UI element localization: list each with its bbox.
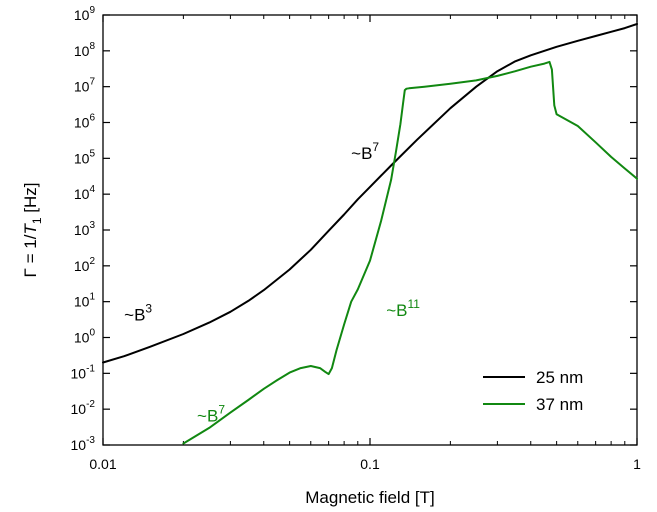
y-tick-exponent: -3 (86, 435, 95, 446)
power-law-annotation: ~B3 (124, 301, 152, 324)
y-tick-label: 104 (74, 184, 96, 202)
y-tick-exponent: 7 (89, 77, 95, 88)
annotation-exponent: 11 (407, 297, 420, 311)
y-tick-base: 10 (74, 115, 90, 131)
annotation-base: ~B (386, 301, 407, 320)
annotation-layer: ~B3~B7~B11~B7 (124, 140, 420, 425)
y-tick-base: 10 (74, 43, 90, 59)
legend-label-37nm: 37 nm (536, 395, 583, 414)
y-tick-exponent: 4 (89, 184, 95, 195)
series-layer (102, 23, 638, 445)
y-tick-exponent: 9 (89, 5, 95, 16)
y-tick-base: 10 (74, 186, 90, 202)
y-tick-label: 100 (74, 328, 96, 346)
annotation-exponent: 7 (218, 403, 225, 417)
y-tick-exponent: 6 (89, 113, 95, 124)
y-tick-label: 10-3 (71, 435, 96, 453)
y-tick-label: 106 (74, 113, 96, 131)
x-axis-label: Magnetic field [T] (305, 488, 434, 507)
annotation-exponent: 3 (145, 301, 152, 315)
axis-ticks: 0.01 0.1 110-310-210-110010110210310410510… (71, 5, 642, 472)
series-line-37nm (182, 60, 638, 445)
y-tick-base: 10 (74, 79, 90, 95)
y-tick-exponent: -1 (86, 363, 95, 374)
x-tick-label: 0.01 (89, 456, 116, 472)
y-tick-exponent: -2 (86, 399, 95, 410)
y-tick-label: 109 (74, 5, 96, 23)
y-tick-label: 105 (74, 148, 96, 166)
y-tick-base: 10 (74, 7, 90, 23)
power-law-annotation: ~B7 (351, 140, 379, 163)
y-tick-exponent: 5 (89, 148, 95, 159)
y-axis-label-subscript: 1 (30, 217, 44, 224)
y-tick-exponent: 3 (89, 220, 95, 231)
y-tick-label: 108 (74, 41, 96, 59)
y-tick-label: 107 (74, 77, 96, 95)
power-law-annotation: ~B7 (197, 403, 225, 426)
legend-label-25nm: 25 nm (536, 368, 583, 387)
y-axis-label: Γ = 1/T1 [Hz] (21, 183, 44, 278)
y-tick-base: 10 (71, 401, 87, 417)
x-tick-label: 1 (633, 456, 641, 472)
annotation-exponent: 7 (372, 140, 379, 154)
y-tick-base: 10 (71, 365, 87, 381)
y-tick-base: 10 (74, 258, 90, 274)
x-tick-label: 0.1 (360, 456, 380, 472)
y-tick-base: 10 (74, 222, 90, 238)
y-tick-exponent: 2 (89, 256, 95, 267)
y-axis-label-suffix: [Hz] (21, 183, 40, 218)
y-tick-base: 10 (74, 150, 90, 166)
y-tick-exponent: 0 (89, 328, 95, 339)
y-axis-label-variable: T (21, 223, 40, 235)
y-tick-exponent: 8 (89, 41, 95, 52)
y-tick-base: 10 (74, 294, 90, 310)
annotation-base: ~B (351, 144, 372, 163)
y-tick-exponent: 1 (89, 292, 95, 303)
y-tick-label: 103 (74, 220, 96, 238)
y-tick-label: 10-1 (71, 363, 96, 381)
annotation-base: ~B (197, 407, 218, 426)
y-axis-label-prefix: Γ = 1/ (21, 234, 40, 277)
y-tick-label: 102 (74, 256, 96, 274)
y-tick-base: 10 (74, 330, 90, 346)
series-line-25nm (102, 23, 638, 364)
y-tick-label: 10-2 (71, 399, 96, 417)
power-law-annotation: ~B11 (386, 297, 420, 320)
y-tick-base: 10 (71, 437, 87, 453)
annotation-base: ~B (124, 305, 145, 324)
legend: 25 nm 37 nm (483, 368, 583, 414)
y-tick-label: 101 (74, 292, 96, 310)
